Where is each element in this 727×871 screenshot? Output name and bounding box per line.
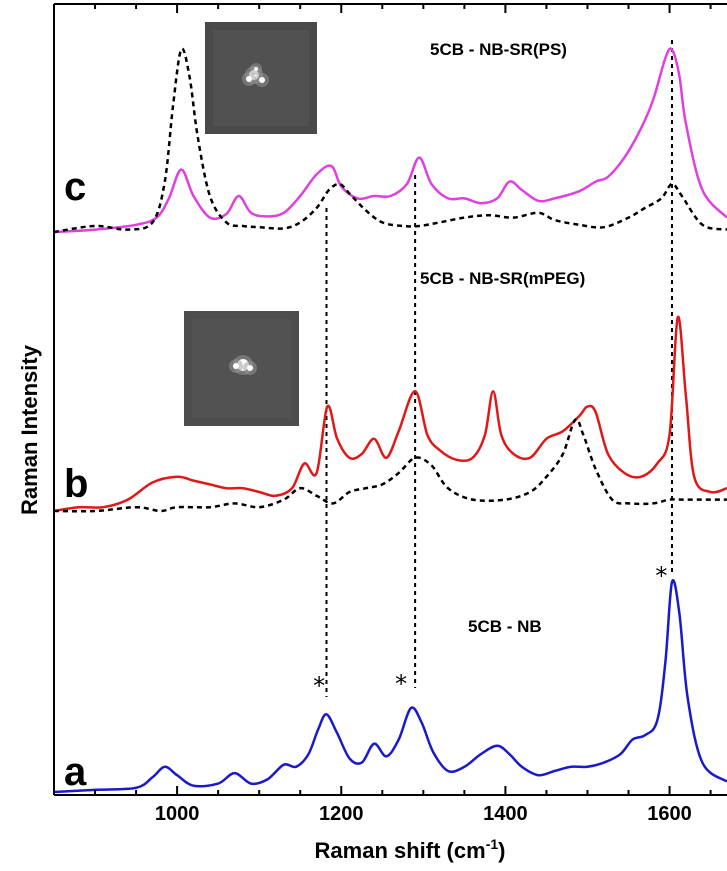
series-line-c-solid-3 bbox=[53, 47, 727, 234]
sample-label-ps: 5CB - NB-SR(PS) bbox=[430, 40, 567, 59]
x-axis-title-sup: -1 bbox=[486, 836, 499, 852]
peak-asterisk: * bbox=[395, 670, 407, 698]
series-line-a-solid-0 bbox=[53, 579, 727, 794]
sample-label-nb: 5CB - NB bbox=[468, 617, 542, 636]
panel-letter-b: b bbox=[64, 462, 88, 506]
x-tick-label: 1200 bbox=[319, 803, 364, 825]
panel-letter-a: a bbox=[64, 750, 87, 794]
series-group bbox=[53, 47, 727, 794]
inset-images bbox=[184, 22, 317, 426]
x-axis-title: Raman shift (cm-1) bbox=[315, 836, 506, 863]
x-tick-label: 1600 bbox=[647, 803, 692, 825]
inset-spot bbox=[247, 365, 253, 371]
reference-lines bbox=[325, 40, 674, 697]
x-tick-label: 1400 bbox=[483, 803, 528, 825]
axes: 1000 1200 1400 1600 * * * bbox=[53, 3, 727, 825]
inset-spot bbox=[246, 76, 252, 82]
peak-asterisk: * bbox=[655, 562, 667, 590]
panel-letter-c: c bbox=[64, 165, 86, 209]
y-axis-title: Raman Intensity bbox=[17, 344, 42, 515]
peak-asterisk: * bbox=[313, 672, 325, 700]
inset-spot bbox=[233, 363, 239, 369]
inset-image-c bbox=[205, 22, 317, 134]
x-tick-label: 1000 bbox=[155, 803, 200, 825]
series-line-c-dashed-4 bbox=[53, 47, 727, 234]
inset-image-b bbox=[184, 311, 299, 426]
inset-spot bbox=[259, 77, 265, 83]
series-line-b-dashed-2 bbox=[53, 417, 727, 513]
sample-label-mpeg: 5CB - NB-SR(mPEG) bbox=[420, 269, 585, 288]
series-line-b-solid-1 bbox=[53, 315, 727, 513]
inset-spot bbox=[254, 67, 258, 71]
x-axis-title-end: ) bbox=[498, 838, 505, 863]
x-axis-title-main: Raman shift (cm bbox=[315, 838, 486, 863]
